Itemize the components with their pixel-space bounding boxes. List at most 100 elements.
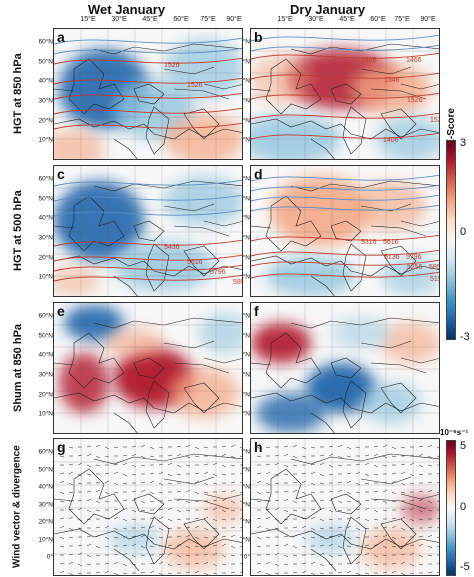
wind-arrow [167,544,173,547]
wind-arrow [86,464,92,468]
wind-arrow [319,544,325,547]
wind-arrow [301,536,307,540]
wind-arrow [382,455,388,459]
wind-arrow [337,534,343,538]
field-blob [361,529,421,569]
wind-arrow [167,473,173,477]
lat-tick: 60°N [38,448,53,456]
wind-arrow [409,473,415,477]
wind-arrow [301,500,307,503]
wind-arrow [167,454,173,457]
wind-arrow [292,554,298,557]
wind-arrow [328,535,334,538]
wind-arrow [400,561,406,565]
wind-arrow [185,455,191,459]
wind-arrow [140,571,146,574]
wind-arrow [158,536,164,539]
coastline [380,245,417,277]
lon-tick: 15°E [80,16,96,23]
wind-arrow [131,563,137,566]
contour-label: 5856 [429,264,440,271]
coastline [163,203,230,237]
contour-label: 5796 [210,269,226,276]
wind-arrow [373,554,379,558]
wind-arrow [203,491,209,494]
wind-arrow [346,500,352,503]
wind-arrow [239,491,242,494]
wind-arrow [212,499,218,502]
wind-arrow [131,518,137,521]
wind-arrow [194,536,200,540]
colorbar-top [446,140,456,340]
lon-tick: 60°E [173,16,189,23]
lat-tick: 20°N [38,254,53,262]
wind-arrow [382,571,388,574]
wind-arrow [337,545,343,549]
panel-letter: d [254,166,263,182]
field-blob [54,181,144,261]
wind-arrow [77,454,83,457]
wind-arrow [319,499,325,502]
wind-arrow [328,563,334,566]
wind-arrow [427,554,433,557]
wind-arrow [364,527,370,530]
wind-vectors [59,444,242,575]
wind-arrow [176,509,182,513]
lon-tick: 30°E [308,16,324,23]
contours [54,57,242,130]
wind-arrow [86,563,92,566]
panel-letter: b [254,29,263,45]
wind-arrow [149,446,155,450]
wind-arrow [176,464,182,468]
wind-arrow [274,563,280,567]
wind-arrow [436,518,439,520]
wind-arrow [122,527,128,530]
wind-arrow [113,527,119,531]
lat-tick: 60°N [38,175,53,183]
wind-arrow [382,500,388,504]
wind-arrow [68,527,74,531]
wind-arrow [86,518,92,521]
wind-arrow [230,526,236,529]
wind-arrow [400,491,406,494]
lat-tick: 50°N [38,195,53,203]
wind-arrow [400,471,406,475]
wind-arrow [355,536,361,539]
coastlines [251,43,439,159]
wind-arrow [68,446,74,449]
wind-arrow [212,518,218,522]
coastline [360,476,427,510]
contour-label: 1346 [384,77,400,84]
coastline [265,195,322,252]
wind-arrow [265,482,271,486]
wind-arrow [131,535,137,538]
wind-arrow [203,527,209,531]
contour-line [54,254,242,262]
contour-line [251,92,439,100]
contour-line [251,271,439,279]
wind-arrow [391,570,397,574]
wind-arrow [122,518,128,522]
wind-arrow [292,481,298,484]
lat-ticks: 60°N 50°N 40°N 30°N 20°N 10°N [27,302,53,434]
wind-arrow [391,480,397,484]
wind-arrow [400,482,406,486]
contour-label: 5616 [383,239,399,246]
wind-arrow [256,500,262,503]
wind-arrow [122,454,128,457]
wind-arrow [319,527,325,530]
wind-arrow [301,545,307,548]
wind-arrow [436,491,439,494]
wind-arrow [391,455,397,458]
map-shum-dry [251,303,439,433]
contour-line [251,249,439,257]
wind-arrow [185,571,191,574]
wind-arrow [337,509,343,512]
wind-arrow [409,527,415,530]
wind-arrow [283,464,289,468]
colorbar-bottom [446,440,456,576]
wind-arrow [95,500,101,504]
lon-tick: 75°E [394,16,410,23]
wind-arrow [418,453,424,457]
wind-arrow [149,472,155,475]
